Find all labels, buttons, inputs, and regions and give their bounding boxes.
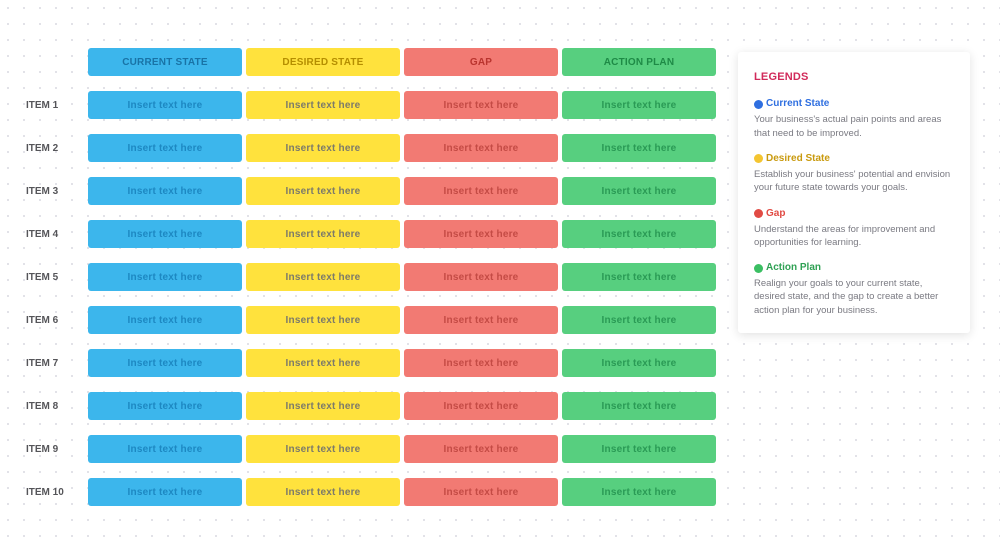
- grid-cell[interactable]: Insert text here: [404, 177, 558, 205]
- grid-cell[interactable]: Insert text here: [562, 349, 716, 377]
- row-label[interactable]: ITEM 9: [26, 435, 84, 463]
- grid-cell[interactable]: Insert text here: [562, 177, 716, 205]
- grid-cell[interactable]: Insert text here: [562, 392, 716, 420]
- legend-panel: LEGENDS Current State Your business's act…: [738, 52, 970, 333]
- row-label[interactable]: ITEM 5: [26, 263, 84, 291]
- gap-analysis-grid: CURRENT STATEDESIRED STATEGAPACTION PLAN…: [26, 48, 716, 524]
- grid-cell[interactable]: Insert text here: [246, 220, 400, 248]
- grid-cell[interactable]: Insert text here: [404, 478, 558, 506]
- grid-cell[interactable]: Insert text here: [562, 91, 716, 119]
- grid-cell[interactable]: Insert text here: [246, 177, 400, 205]
- grid-cell[interactable]: Insert text here: [88, 263, 242, 291]
- grid-cell[interactable]: Insert text here: [404, 220, 558, 248]
- grid-cell[interactable]: Insert text here: [246, 263, 400, 291]
- row-label[interactable]: ITEM 6: [26, 306, 84, 334]
- page: CURRENT STATEDESIRED STATEGAPACTION PLAN…: [0, 0, 1000, 542]
- legend-bullet-icon: [754, 209, 763, 218]
- legend-item-desc: Establish your business' potential and e…: [754, 168, 954, 195]
- row-label[interactable]: ITEM 8: [26, 392, 84, 420]
- column-header[interactable]: DESIRED STATE: [246, 48, 400, 76]
- grid-cell[interactable]: Insert text here: [404, 306, 558, 334]
- grid-cell[interactable]: Insert text here: [404, 349, 558, 377]
- row-label[interactable]: ITEM 10: [26, 478, 84, 506]
- legend-item-desc: Realign your goals to your current state…: [754, 277, 954, 317]
- grid-cell[interactable]: Insert text here: [246, 134, 400, 162]
- grid-cell[interactable]: Insert text here: [404, 134, 558, 162]
- legend-title: LEGENDS: [754, 70, 954, 85]
- grid-cell[interactable]: Insert text here: [404, 263, 558, 291]
- row-label[interactable]: ITEM 3: [26, 177, 84, 205]
- legend-bullet-icon: [754, 264, 763, 273]
- legend-item-name: Action Plan: [766, 261, 821, 275]
- grid-cell[interactable]: Insert text here: [88, 306, 242, 334]
- legend-item-head: Gap: [754, 207, 954, 221]
- grid-cell[interactable]: Insert text here: [88, 392, 242, 420]
- grid-cell[interactable]: Insert text here: [562, 263, 716, 291]
- legend-item-desc: Understand the areas for improvement and…: [754, 223, 954, 250]
- row-label[interactable]: ITEM 4: [26, 220, 84, 248]
- row-label[interactable]: ITEM 7: [26, 349, 84, 377]
- grid-cell[interactable]: Insert text here: [404, 435, 558, 463]
- grid-cell[interactable]: Insert text here: [88, 134, 242, 162]
- legend-item: Action Plan Realign your goals to your cu…: [754, 261, 954, 317]
- grid-cell[interactable]: Insert text here: [246, 306, 400, 334]
- legend-item-name: Current State: [766, 97, 829, 111]
- grid-cell[interactable]: Insert text here: [562, 478, 716, 506]
- row-label[interactable]: ITEM 2: [26, 134, 84, 162]
- grid-cell[interactable]: Insert text here: [88, 220, 242, 248]
- column-header[interactable]: ACTION PLAN: [562, 48, 716, 76]
- column-header[interactable]: CURRENT STATE: [88, 48, 242, 76]
- grid-cell[interactable]: Insert text here: [246, 392, 400, 420]
- legend-bullet-icon: [754, 100, 763, 109]
- grid-cell[interactable]: Insert text here: [246, 91, 400, 119]
- grid-corner: [26, 48, 84, 76]
- grid-cell[interactable]: Insert text here: [404, 91, 558, 119]
- legend-item-name: Gap: [766, 207, 785, 221]
- legend-item: Current State Your business's actual pain…: [754, 97, 954, 140]
- legend-item-head: Action Plan: [754, 261, 954, 275]
- grid-cell[interactable]: Insert text here: [246, 478, 400, 506]
- grid-cell[interactable]: Insert text here: [88, 478, 242, 506]
- grid-cell[interactable]: Insert text here: [246, 435, 400, 463]
- grid-cell[interactable]: Insert text here: [88, 435, 242, 463]
- column-header[interactable]: GAP: [404, 48, 558, 76]
- grid-cell[interactable]: Insert text here: [88, 177, 242, 205]
- grid-cell[interactable]: Insert text here: [246, 349, 400, 377]
- grid-cell[interactable]: Insert text here: [562, 435, 716, 463]
- grid-cell[interactable]: Insert text here: [562, 306, 716, 334]
- grid-cell[interactable]: Insert text here: [88, 349, 242, 377]
- grid-cell[interactable]: Insert text here: [562, 134, 716, 162]
- grid-cell[interactable]: Insert text here: [88, 91, 242, 119]
- legend-item: Desired State Establish your business' po…: [754, 152, 954, 195]
- legend-item-head: Desired State: [754, 152, 954, 166]
- legend-item-head: Current State: [754, 97, 954, 111]
- row-label[interactable]: ITEM 1: [26, 91, 84, 119]
- grid-cell[interactable]: Insert text here: [562, 220, 716, 248]
- legend-item-desc: Your business's actual pain points and a…: [754, 113, 954, 140]
- legend-item-name: Desired State: [766, 152, 830, 166]
- legend-item: Gap Understand the areas for improvement …: [754, 207, 954, 250]
- grid-cell[interactable]: Insert text here: [404, 392, 558, 420]
- legend-bullet-icon: [754, 154, 763, 163]
